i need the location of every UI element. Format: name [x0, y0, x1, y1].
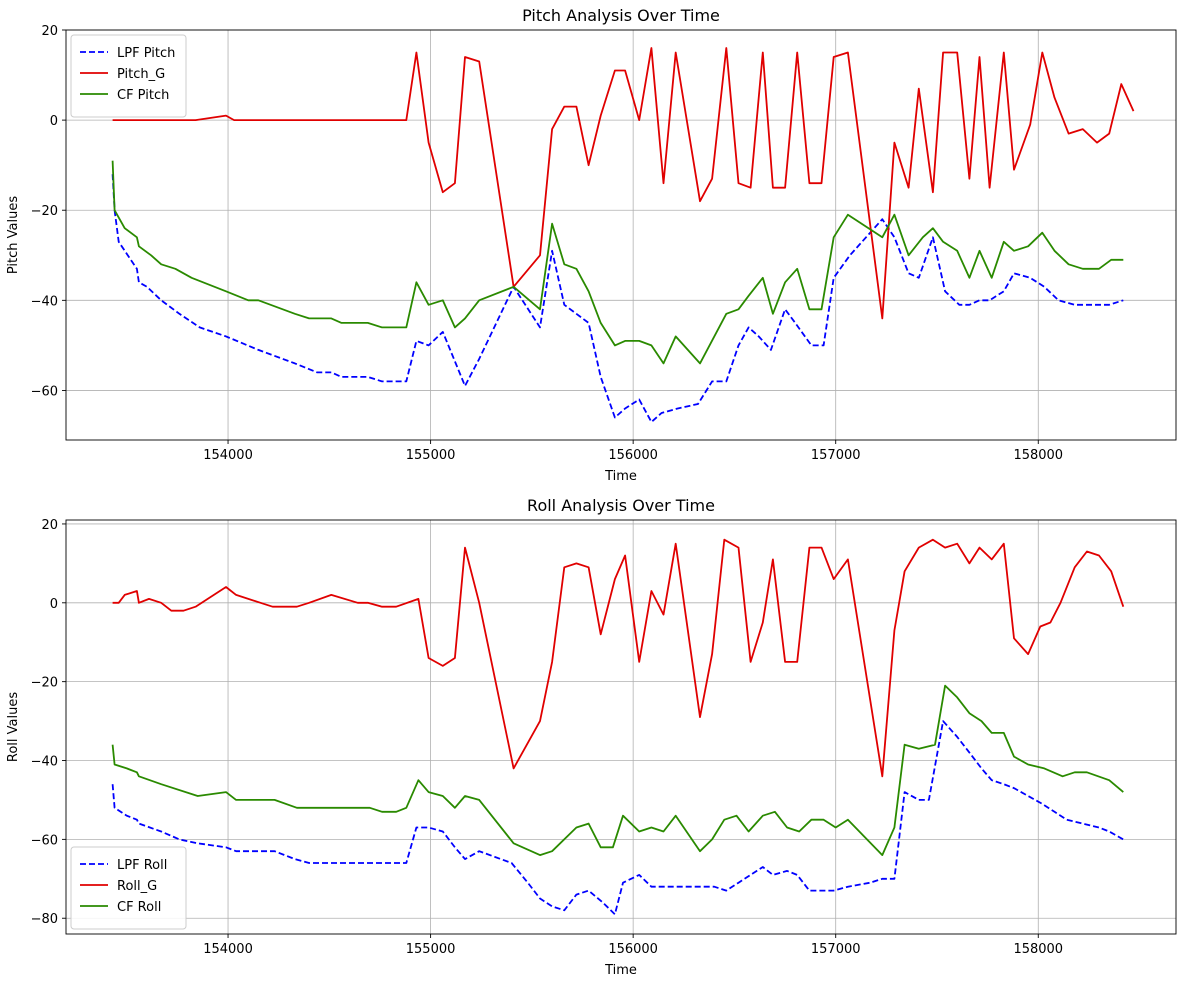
y-tick-label: −60	[31, 384, 58, 399]
legend-box	[70, 34, 187, 118]
x-tick-label: 154000	[203, 448, 253, 463]
x-axis-label: Time	[604, 963, 637, 978]
legend: LPF Roll Roll_G CF Roll	[70, 846, 187, 930]
legend-label: CF Pitch	[117, 88, 169, 103]
legend-label: LPF Pitch	[117, 46, 175, 61]
y-tick-label: −60	[31, 833, 58, 848]
roll-chart-panel: 154000 155000 156000 157000 158000 −80 −60 −40 −…	[6, 496, 1177, 978]
y-tick-label: 20	[41, 24, 58, 39]
series-line-lpf-pitch	[111, 174, 1124, 423]
x-tick-label: 157000	[811, 448, 861, 463]
y-tick-label: −80	[31, 912, 58, 927]
x-axis-label: Time	[604, 469, 637, 484]
x-tick-label: 157000	[811, 942, 861, 957]
x-tick-label: 158000	[1013, 448, 1063, 463]
y-tick-label: 0	[50, 114, 58, 129]
x-tick-label: 158000	[1013, 942, 1063, 957]
chart-title: Roll Analysis Over Time	[527, 496, 715, 515]
y-tick-label: −40	[31, 294, 58, 309]
y-tick-label: −20	[31, 204, 58, 219]
legend-label: CF Roll	[117, 900, 161, 915]
series-line-cf-pitch	[111, 160, 1124, 365]
axes-frame	[65, 519, 1177, 935]
series-line-pitch-g	[112, 47, 1135, 320]
y-tick-label: −20	[31, 676, 58, 691]
legend-box	[70, 846, 187, 930]
legend-label: Roll_G	[117, 879, 157, 894]
y-tick-label: 20	[41, 518, 58, 533]
series-line-roll-g	[112, 538, 1125, 778]
chart-title: Pitch Analysis Over Time	[522, 6, 720, 25]
legend-label: Pitch_G	[117, 67, 165, 82]
x-tick-label: 154000	[203, 942, 253, 957]
x-tick-label: 156000	[608, 942, 658, 957]
axes-frame	[65, 29, 1177, 441]
series-line-lpf-roll	[111, 720, 1124, 916]
y-tick-label: 0	[50, 597, 58, 612]
y-axis-label: Pitch Values	[6, 196, 21, 274]
legend: LPF Pitch Pitch_G CF Pitch	[70, 34, 187, 118]
x-tick-label: 155000	[406, 448, 456, 463]
x-tick-label: 156000	[608, 448, 658, 463]
y-axis-label: Roll Values	[6, 692, 21, 762]
pitch-chart-panel: 154000 155000 156000 157000 158000 −60 −40 −20 0…	[6, 6, 1177, 484]
legend-label: LPF Roll	[117, 858, 167, 873]
y-tick-label: −40	[31, 755, 58, 770]
x-tick-label: 155000	[406, 942, 456, 957]
series-line-cf-roll	[111, 684, 1124, 856]
